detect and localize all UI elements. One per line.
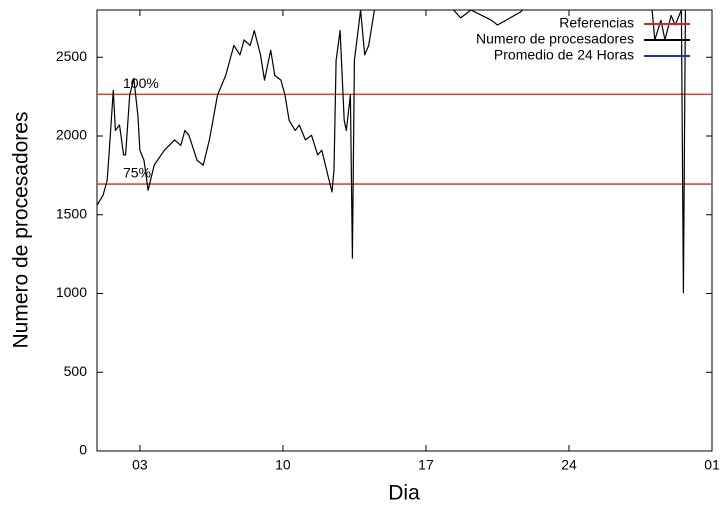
y-tick-label: 500 [64, 363, 88, 379]
y-axis-title: Numero de procesadores [10, 112, 33, 349]
x-axis-title: Dia [388, 482, 420, 505]
legend-label: Numero de procesadores [476, 31, 634, 47]
y-tick-label: 0 [79, 442, 87, 458]
x-tick-label: 17 [418, 457, 434, 473]
x-tick-label: 03 [132, 457, 148, 473]
reference-label: 100% [123, 75, 159, 91]
legend-label: Referencias [559, 15, 634, 31]
x-tick-label: 01 [704, 457, 720, 473]
y-tick-label: 1500 [56, 205, 87, 221]
legend-label: Promedio de 24 Horas [494, 47, 634, 63]
y-tick-label: 1000 [56, 284, 87, 300]
plot-area: 100% 75% [97, 10, 712, 294]
x-tick-label: 24 [561, 457, 577, 473]
data-line [97, 10, 687, 294]
reference-label: 75% [123, 165, 151, 181]
y-tick-label: 2000 [56, 127, 87, 143]
y-tick-label: 2500 [56, 48, 87, 64]
plot-frame [96, 9, 713, 452]
x-tick-label: 10 [275, 457, 291, 473]
